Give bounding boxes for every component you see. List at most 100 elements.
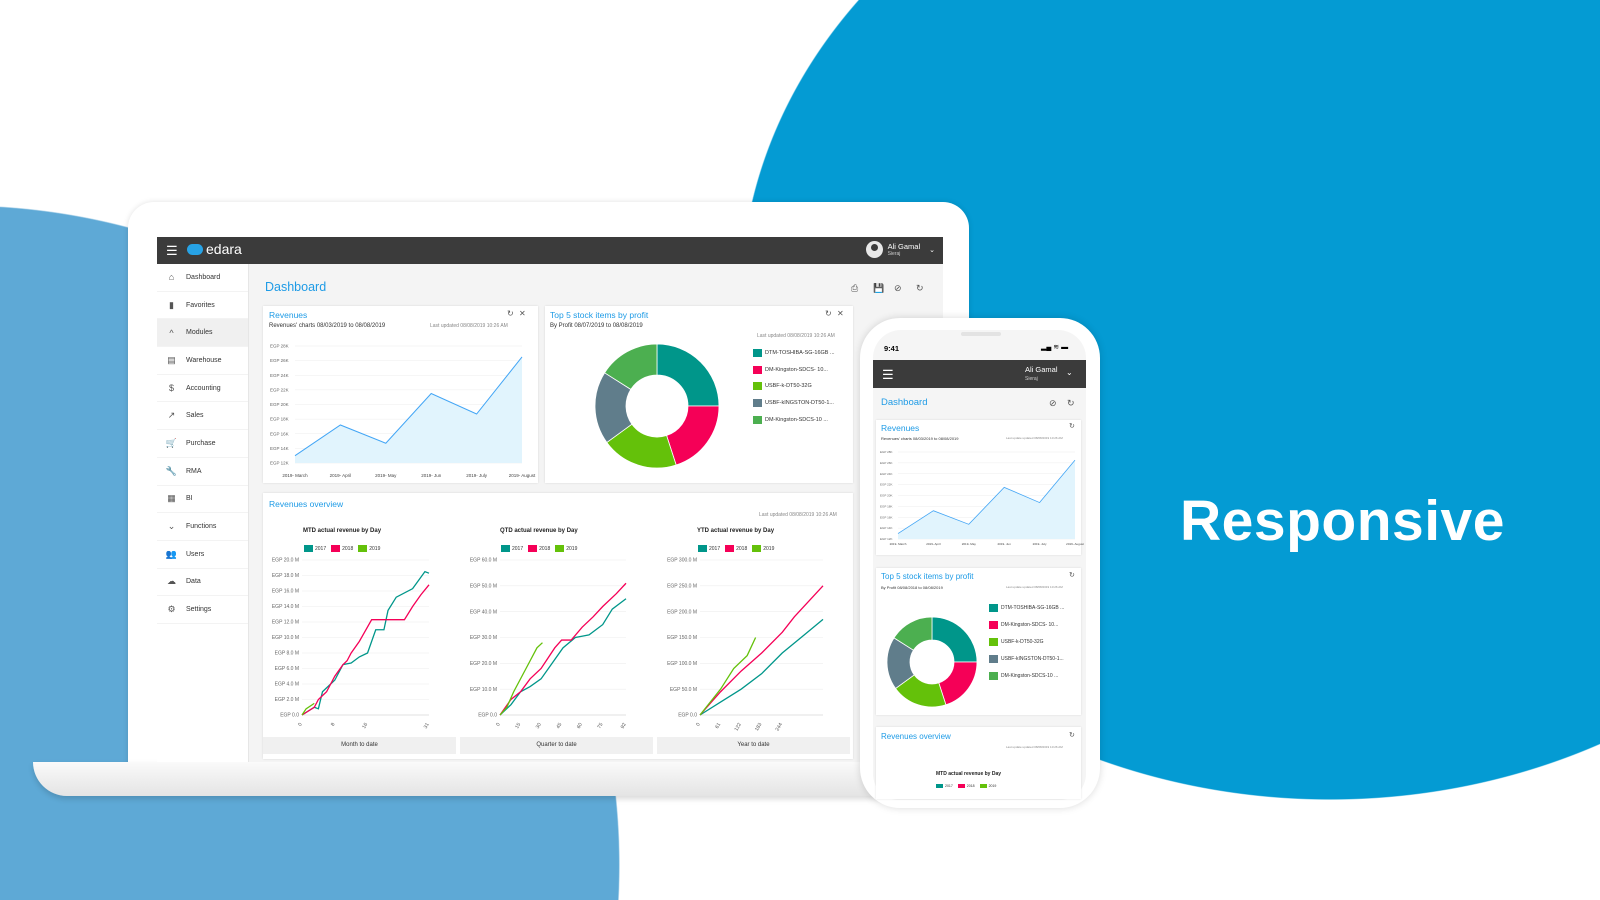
sidebar: ⌂ Dashboard ▮ Favorites ^ Modules ▤ Warehouse $ A… — [157, 264, 249, 762]
legend-item[interactable]: 2018 — [957, 784, 975, 789]
donut-slice[interactable] — [938, 661, 978, 706]
legend-swatch — [555, 545, 565, 552]
legend-item[interactable]: 2018 — [725, 545, 747, 552]
chart-legend: 2017 2018 2019 — [698, 545, 774, 552]
card-subtitle: Revenues' charts 08/03/2019 to 08/08/201… — [269, 323, 386, 329]
refresh-icon[interactable]: ↻ — [1069, 423, 1075, 430]
legend-item[interactable]: 2019 — [555, 545, 577, 552]
x-tick-label: 8 — [330, 722, 337, 728]
x-tick-label: 2019- March — [890, 542, 907, 546]
legend-item[interactable]: 2019 — [358, 545, 380, 552]
legend-item[interactable]: 2018 — [528, 545, 550, 552]
y-tick-label: EGP 20K — [270, 402, 289, 407]
sidebar-item-rma[interactable]: 🔧 RMA — [157, 458, 248, 486]
refresh-icon[interactable]: ↻ — [507, 309, 514, 318]
reset-icon[interactable]: ⎙ — [851, 283, 859, 293]
hamburger-icon[interactable]: ☰ — [882, 367, 894, 382]
refresh-icon[interactable]: ↻ — [1069, 572, 1075, 579]
card-title: Revenues overview — [269, 499, 344, 509]
legend-swatch — [753, 382, 762, 391]
chart-title: QTD actual revenue by Day — [500, 528, 578, 534]
save-icon[interactable]: 💾 — [873, 283, 885, 293]
close-icon[interactable]: ✕ — [837, 309, 844, 318]
y-tick-label: EGP 50.0 M — [670, 687, 697, 693]
legend-label: 2017 — [945, 784, 953, 788]
legend-label: USBF-k-DT50-32G — [1001, 639, 1044, 645]
sidebar-item-data[interactable]: ☁ Data — [157, 569, 248, 597]
legend-item[interactable]: 2017 — [698, 545, 720, 552]
legend-item[interactable]: DTM-TOSHIBA-SG-16GB ... — [753, 349, 835, 357]
brand-logo[interactable]: edara — [187, 241, 242, 257]
donut-slice[interactable] — [656, 343, 720, 407]
legend-item[interactable]: DM-Kingston-SDCS-10 ... — [989, 672, 1058, 680]
sidebar-item-users[interactable]: 👥 Users — [157, 541, 248, 569]
legend-item[interactable]: DM-Kingston-SDCS- 10... — [989, 621, 1058, 629]
sidebar-item-warehouse[interactable]: ▤ Warehouse — [157, 347, 248, 375]
sidebar-item-functions[interactable]: ⌄ Functions — [157, 513, 248, 541]
hide-icon[interactable]: ⊘ — [1049, 398, 1057, 408]
revenues-overview-card: Revenues overview Last updated 08/08/201… — [263, 493, 853, 759]
ytd-chart: EGP 0.0 EGP 50.0 M EGP 100.0 M EGP 150.0 M E… — [667, 558, 824, 732]
y-tick-label: EGP 0.0 — [280, 713, 299, 719]
legend-item[interactable]: DTM-TOSHIBA-SG-16GB ... — [989, 604, 1064, 612]
sidebar-item-label: Purchase — [186, 439, 216, 447]
status-icons: ▂▄ ≋ ▬ — [1041, 344, 1069, 351]
y-tick-label: EGP 14K — [270, 446, 289, 451]
legend-item[interactable]: USBF-k-DT50-32G — [989, 638, 1044, 646]
sidebar-item-settings[interactable]: ⚙ Settings — [157, 596, 248, 624]
legend-item[interactable]: DM-Kingston-SDCS- 10... — [753, 365, 828, 374]
refresh-icon[interactable]: ↻ — [825, 309, 832, 318]
legend-item[interactable]: 2017 — [304, 545, 326, 552]
x-tick-label: 16 — [361, 722, 369, 730]
trending-up-icon: ↗ — [167, 410, 176, 421]
sidebar-item-modules[interactable]: ^ Modules — [157, 319, 248, 348]
user-menu[interactable]: Ali Gamal Sieraj ⌄ — [865, 241, 935, 258]
sidebar-item-sales[interactable]: ↗ Sales — [157, 402, 248, 431]
legend-item[interactable]: DM-Kingston-SDCS-10 ... — [753, 415, 828, 424]
legend-item[interactable]: USBF-k-DT50-32G — [753, 382, 812, 391]
sidebar-item-bi[interactable]: ▦ BI — [157, 486, 248, 514]
legend-item[interactable]: 2019 — [979, 784, 996, 789]
month-to-date-tab[interactable]: Month to date — [263, 737, 456, 754]
donut-slice[interactable] — [604, 343, 658, 390]
last-updated: Last updated 08/08/2019 10:26 AM — [430, 323, 508, 329]
user-name[interactable]: Ali Gamal — [1025, 365, 1058, 374]
legend-item[interactable]: 2019 — [752, 545, 774, 552]
bookmark-icon: ▮ — [169, 299, 174, 310]
hide-icon[interactable]: ⊘ — [894, 283, 902, 293]
legend-item[interactable]: 2017 — [936, 784, 953, 789]
sidebar-item-accounting[interactable]: $ Accounting — [157, 375, 248, 403]
sidebar-item-favorites[interactable]: ▮ Favorites — [157, 292, 248, 320]
page-title: Dashboard — [881, 397, 928, 408]
legend-item[interactable]: 2018 — [331, 545, 353, 552]
legend-item[interactable]: USBF-kINGSTON-DT50-1... — [753, 399, 834, 408]
x-tick-label: 2019- Jun — [421, 473, 442, 478]
quarter-to-date-tab[interactable]: Quarter to date — [460, 737, 653, 754]
chevron-down-icon[interactable]: ⌄ — [1066, 368, 1073, 377]
legend-item[interactable]: 2017 — [501, 545, 523, 552]
sidebar-item-label: BI — [186, 495, 193, 503]
refresh-icon[interactable]: ↻ — [1069, 732, 1075, 739]
card-title: Top 5 stock items by profit — [550, 310, 649, 320]
legend-label: 2018 — [736, 545, 748, 552]
donut-slice[interactable] — [931, 616, 978, 663]
refresh-icon[interactable]: ↻ — [916, 283, 924, 293]
close-icon[interactable]: ✕ — [519, 309, 526, 318]
chart-title: MTD actual revenue by Day — [936, 771, 1002, 777]
phone-top5-card: Top 5 stock items by profit By Profit 08… — [876, 568, 1081, 715]
legend-label: 2019 — [369, 545, 381, 552]
donut-slice[interactable] — [893, 616, 933, 651]
sidebar-item-purchase[interactable]: 🛒 Purchase — [157, 430, 248, 458]
revenue-line — [897, 459, 1076, 534]
series-line-2018 — [301, 584, 430, 716]
year-to-date-tab[interactable]: Year to date — [657, 737, 850, 754]
chevron-down-icon[interactable]: ⌄ — [929, 246, 935, 254]
refresh-icon[interactable]: ↻ — [1067, 398, 1075, 408]
sidebar-item-dashboard[interactable]: ⌂ Dashboard — [157, 264, 248, 292]
donut-slice[interactable] — [666, 405, 720, 466]
hamburger-icon[interactable]: ☰ — [166, 243, 178, 258]
legend-item[interactable]: USBF-kINGSTON-DT50-1... — [989, 655, 1064, 663]
chart-title: YTD actual revenue by Day — [697, 528, 775, 534]
y-tick-label: EGP 0.0 — [478, 713, 497, 719]
sidebar-item-label: Warehouse — [186, 356, 222, 364]
